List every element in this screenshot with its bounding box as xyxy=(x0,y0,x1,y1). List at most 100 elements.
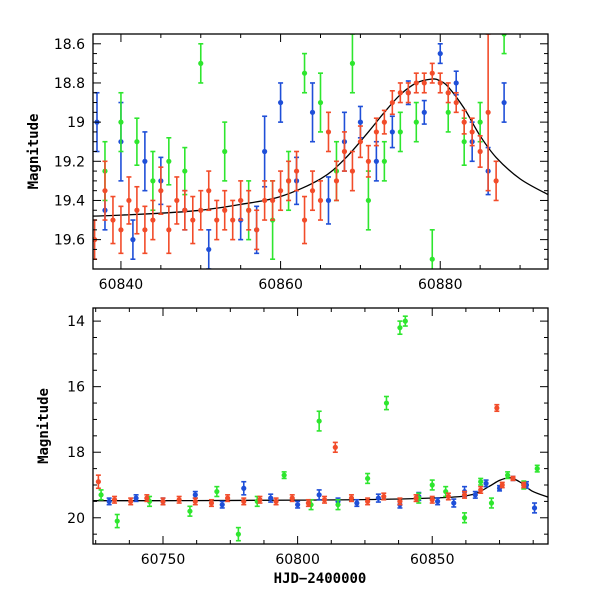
y-tick-label: 18.6 xyxy=(54,37,85,53)
data-marker xyxy=(413,119,419,125)
data-point xyxy=(316,489,322,501)
data-point xyxy=(219,500,225,509)
data-point xyxy=(206,170,212,212)
data-point xyxy=(453,70,459,96)
data-marker xyxy=(254,227,260,233)
y-tick-label: 19.6 xyxy=(54,233,85,249)
data-point xyxy=(402,315,408,327)
data-marker xyxy=(381,493,387,500)
data-marker xyxy=(268,495,274,501)
data-marker xyxy=(397,325,403,331)
data-point xyxy=(389,89,395,116)
data-marker xyxy=(182,207,188,213)
data-point xyxy=(257,495,263,504)
data-marker xyxy=(192,492,198,498)
data-marker xyxy=(349,60,356,66)
data-point xyxy=(494,403,500,413)
data-marker xyxy=(309,188,316,194)
data-marker xyxy=(166,227,172,233)
data-marker xyxy=(257,497,263,503)
data-point xyxy=(348,494,355,503)
data-point xyxy=(421,99,427,125)
data-point xyxy=(413,72,419,94)
data-point xyxy=(192,497,198,506)
data-marker xyxy=(325,129,332,135)
top-data-points xyxy=(93,34,507,269)
data-point xyxy=(461,490,468,499)
data-marker xyxy=(133,495,139,501)
data-marker xyxy=(341,148,348,155)
data-point xyxy=(317,180,324,221)
data-point xyxy=(397,320,403,336)
data-marker xyxy=(262,197,268,204)
data-marker xyxy=(383,400,390,406)
data-point xyxy=(305,498,311,508)
data-marker xyxy=(246,207,252,213)
data-marker xyxy=(144,495,150,501)
data-marker xyxy=(478,479,484,485)
data-point xyxy=(130,219,136,261)
y-tick-label: 19 xyxy=(67,115,85,131)
data-marker xyxy=(445,109,451,115)
data-marker xyxy=(437,50,443,57)
data-marker xyxy=(222,148,228,155)
data-point xyxy=(270,180,276,221)
data-point xyxy=(429,229,435,269)
data-marker xyxy=(413,80,419,86)
data-point xyxy=(333,160,340,202)
data-marker xyxy=(349,168,356,174)
data-marker xyxy=(373,158,379,164)
data-marker xyxy=(429,70,435,76)
data-point xyxy=(531,502,538,514)
data-marker xyxy=(494,405,500,411)
data-marker xyxy=(365,197,371,204)
data-point xyxy=(493,160,499,202)
data-point xyxy=(241,480,247,496)
data-point xyxy=(461,512,468,524)
data-marker xyxy=(365,158,371,164)
data-marker xyxy=(397,90,403,96)
data-point xyxy=(214,199,220,241)
data-point xyxy=(437,72,443,94)
data-marker xyxy=(389,129,395,135)
data-marker xyxy=(309,109,316,115)
data-marker xyxy=(301,70,308,76)
data-point xyxy=(501,82,507,123)
data-point xyxy=(126,176,132,225)
data-marker xyxy=(106,498,112,504)
data-point xyxy=(198,42,204,84)
data-point xyxy=(176,495,182,504)
data-marker xyxy=(316,418,322,424)
data-marker xyxy=(461,515,468,521)
data-marker xyxy=(429,482,435,488)
data-marker xyxy=(102,188,108,194)
data-marker xyxy=(316,492,322,498)
data-marker xyxy=(402,318,408,324)
data-point xyxy=(293,150,300,192)
data-marker xyxy=(277,188,284,194)
data-marker xyxy=(230,217,236,223)
data-marker xyxy=(531,505,538,511)
data-marker xyxy=(373,129,379,135)
data-point xyxy=(214,485,220,498)
data-point xyxy=(309,170,316,212)
data-marker xyxy=(397,498,403,504)
data-marker xyxy=(192,498,198,504)
data-marker xyxy=(235,531,241,537)
data-marker xyxy=(421,109,427,115)
data-point xyxy=(405,82,411,104)
bottom-x-axis-title: HJD−2400000 xyxy=(274,571,367,587)
data-marker xyxy=(238,197,244,204)
data-marker xyxy=(521,482,527,488)
data-marker xyxy=(98,492,104,498)
y-tick-label: 19.2 xyxy=(54,154,85,170)
y-tick-label: 16 xyxy=(67,380,85,396)
data-point xyxy=(429,479,435,491)
data-marker xyxy=(289,495,295,501)
data-point xyxy=(534,464,540,473)
data-marker xyxy=(182,168,188,174)
bottom-data-points xyxy=(95,315,540,542)
data-point xyxy=(134,117,140,167)
top-ticks: 60840 60860 60880 18.6 18.8 19 19.2 19.4 19.6 xyxy=(54,34,548,293)
